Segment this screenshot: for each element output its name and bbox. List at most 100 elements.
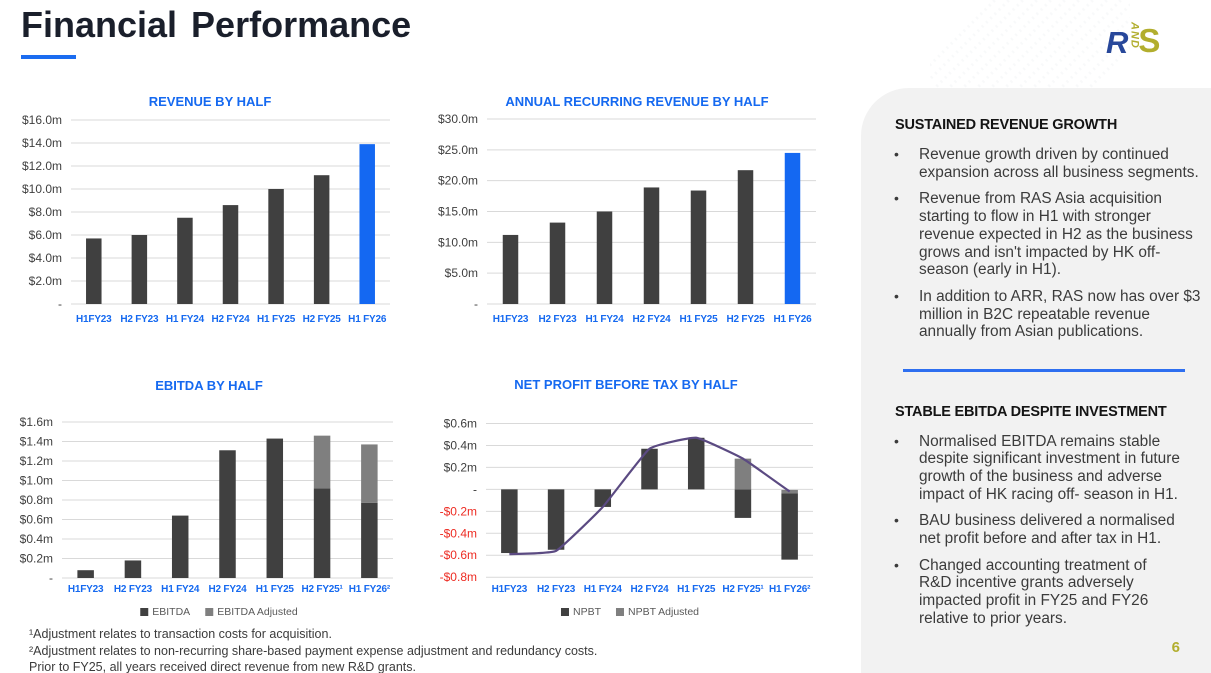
y-tick-label: $0.2m xyxy=(444,460,477,474)
bar-segment-npbt xyxy=(641,448,658,490)
x-axis-label: H1 FY26 xyxy=(348,314,387,325)
x-axis-label: H2 FY25 xyxy=(726,314,765,325)
trend-line xyxy=(509,436,791,556)
watermark-texture xyxy=(930,0,1130,90)
bar-H1 FY25 xyxy=(268,189,284,304)
x-axis-label: H2 FY25¹ xyxy=(301,584,343,595)
logo-word-and: AND xyxy=(1128,22,1141,49)
watermark-line xyxy=(1056,16,1130,90)
bar-segment-ebitda xyxy=(124,560,142,578)
panel-bullets-ebitda: • Normalised EBITDA remains stable despit… xyxy=(892,433,1211,628)
x-axis-label: H1FY23 xyxy=(68,584,104,595)
bar-H2 FY23 xyxy=(549,222,566,304)
logo-letter-s: S xyxy=(1138,22,1161,59)
y-tick-label: $6.0m xyxy=(29,228,62,242)
bullet-item: • Revenue from RAS Asia acquisition start… xyxy=(894,190,1193,279)
bar-segment-ebitda-adjusted xyxy=(361,444,378,503)
watermark-line xyxy=(944,0,1040,90)
watermark-line xyxy=(930,0,1012,82)
bullet-dot: • xyxy=(894,556,899,573)
chart-revenue: REVENUE BY HALF $16.0m $14.0m $12.0m $10.0m $… xyxy=(22,94,390,325)
chart-ebitda: EBITDA BY HALF $1.6m $1.4m $1.2m $1.0m $0.8m $… xyxy=(20,378,393,595)
bar-H1 FY24 xyxy=(177,217,193,304)
y-tick-label: $10.0m xyxy=(22,182,62,196)
y-tick-label: $5.0m xyxy=(445,266,478,280)
watermark-line xyxy=(986,0,1082,90)
watermark-line xyxy=(930,0,1026,90)
bar-segment-npbt xyxy=(501,489,518,554)
x-axis-label: H1FY23 xyxy=(492,584,528,595)
x-axis-label: H1 FY26² xyxy=(349,584,391,595)
watermark-line xyxy=(1042,2,1130,90)
logo-letter-r: R xyxy=(1106,25,1129,60)
x-axis-label: H2 FY23 xyxy=(537,584,576,595)
legend-swatch xyxy=(560,608,569,616)
y-tick-label: -$0.2m xyxy=(440,504,477,518)
bar-H1 FY26 xyxy=(359,144,375,304)
watermark-line xyxy=(1028,0,1124,90)
x-axis-label: H1 FY25 xyxy=(679,314,718,325)
y-tick-label: $0.8m xyxy=(20,493,53,507)
watermark-line xyxy=(1000,0,1096,90)
page-number: 6 xyxy=(1171,639,1180,656)
bullet-dot: • xyxy=(894,432,899,449)
bar-segment-ebitda xyxy=(313,488,331,578)
chart-title: NET PROFIT BEFORE TAX BY HALF xyxy=(514,377,737,392)
y-tick-label: $20.0m xyxy=(438,174,478,188)
bar-segment-npbt xyxy=(734,489,752,518)
legend-item: EBITDA xyxy=(140,606,190,618)
legend-swatch xyxy=(205,608,214,616)
chart-arr: ANNUAL RECURRING REVENUE BY HALF $30.0m $2… xyxy=(438,94,816,325)
watermark-line xyxy=(1070,30,1130,90)
bar-segment-ebitda xyxy=(361,502,378,578)
bar-H1FY23 xyxy=(86,238,102,304)
y-tick-label: - xyxy=(58,297,62,311)
commentary-panel: SUSTAINED REVENUE GROWTH • Revenue growth… xyxy=(861,88,1211,673)
y-tick-label: $2.0m xyxy=(29,274,62,288)
legend-swatch xyxy=(140,608,149,616)
bar-segment-ebitda xyxy=(77,570,94,578)
legend-item: NPBT Adjusted xyxy=(616,606,699,618)
legend-item: EBITDA Adjusted xyxy=(205,606,298,618)
bullet-item: • In addition to ARR, RAS now has over $3… xyxy=(894,287,1201,341)
y-tick-label: -$0.8m xyxy=(440,570,477,584)
x-axis-label: H1 FY24 xyxy=(585,314,624,325)
y-tick-label: - xyxy=(474,297,478,311)
x-axis-label: H2 FY24 xyxy=(632,314,671,325)
x-axis-label: H2 FY24 xyxy=(630,584,669,595)
x-axis-label: H1 FY25 xyxy=(257,314,296,325)
bar-segment-npbt xyxy=(687,437,705,490)
bar-H1FY23 xyxy=(502,234,519,304)
watermark-line xyxy=(972,0,1068,90)
footnote-2: ²Adjustment relates to non-recurring sha… xyxy=(29,643,598,658)
watermark-line xyxy=(958,0,1054,90)
x-axis-label: H1 FY25 xyxy=(256,584,295,595)
panel-divider xyxy=(903,369,1185,372)
y-tick-label: - xyxy=(473,482,477,496)
x-axis-label: H2 FY25 xyxy=(303,314,342,325)
bullet-dot: • xyxy=(894,512,899,529)
y-tick-label: -$0.6m xyxy=(440,548,477,562)
watermark-line xyxy=(1014,0,1110,90)
bullet-item: • Normalised EBITDA remains stable despit… xyxy=(894,432,1180,503)
legend-label: NPBT Adjusted xyxy=(628,606,700,618)
y-tick-label: $1.6m xyxy=(20,415,53,429)
x-axis-label: H1 FY26 xyxy=(773,314,812,325)
bar-H1 FY26 xyxy=(784,152,801,304)
legend-swatch xyxy=(616,608,624,616)
x-axis-label: H2 FY23 xyxy=(538,314,577,325)
x-axis-label: H1 FY24 xyxy=(166,314,205,325)
legend-ebitda: EBITDA EBITDA Adjusted xyxy=(140,606,298,618)
bullet-item: • BAU business delivered a normalised net… xyxy=(894,512,1175,548)
footnote-3: Prior to FY25, all years received direct… xyxy=(29,660,416,673)
x-axis-label: H2 FY23 xyxy=(120,314,159,325)
panel-section-revenue-growth: SUSTAINED REVENUE GROWTH • Revenue growth… xyxy=(892,117,1211,341)
chart-title: ANNUAL RECURRING REVENUE BY HALF xyxy=(505,94,768,109)
bar-H2 FY25 xyxy=(737,170,754,304)
bar-H1 FY24 xyxy=(596,211,613,304)
chart-title: EBITDA BY HALF xyxy=(155,378,263,393)
y-tick-label: $4.0m xyxy=(29,251,62,265)
panel-heading-revenue: SUSTAINED REVENUE GROWTH xyxy=(895,117,1118,133)
